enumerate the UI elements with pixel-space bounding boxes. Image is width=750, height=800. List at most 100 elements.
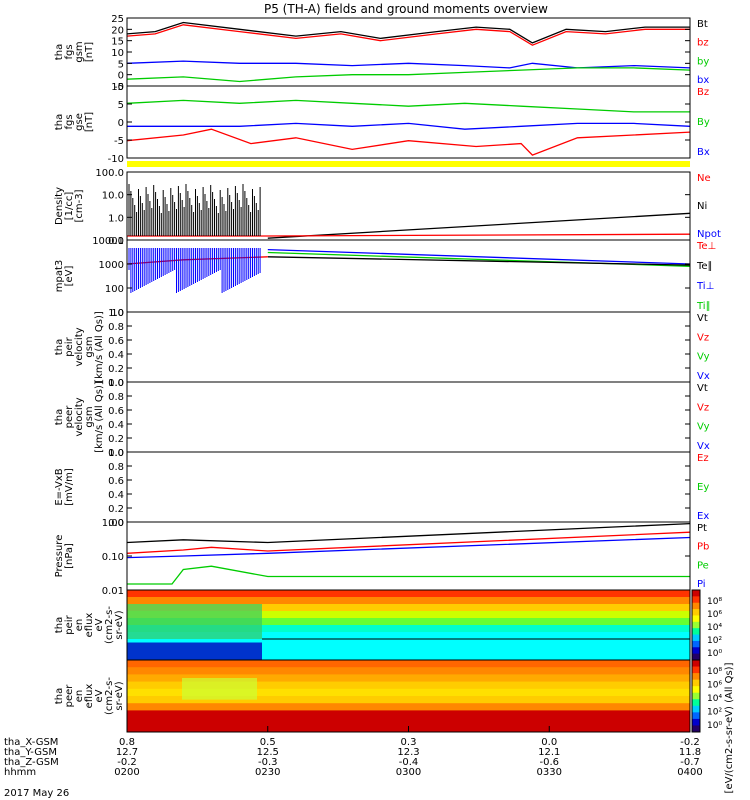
x-axis-row-label: tha_Z-GSM <box>4 757 59 768</box>
x-axis-value: 12.3 <box>397 747 419 758</box>
y-tick-label: 5 <box>118 59 124 70</box>
y-axis-label-line: (cm2-s- <box>104 677 115 715</box>
y-axis-label-line: eV <box>94 618 105 631</box>
colorbar-tick-label: 10⁶ <box>707 681 722 691</box>
y-axis-label-line: tha <box>54 339 65 355</box>
spectrogram-band <box>127 653 690 661</box>
y-axis-label-line: peir <box>64 336 75 356</box>
y-axis-label-line: [mV/m] <box>64 468 75 506</box>
colorbar-segment <box>692 712 700 720</box>
series-line <box>126 128 691 156</box>
panel-frame <box>126 451 691 523</box>
colorbar-tick-label: 10⁴ <box>707 623 722 633</box>
y-tick-label: -5 <box>114 136 124 147</box>
y-axis-label-line: tha <box>54 409 65 425</box>
x-axis-value: 0300 <box>396 767 421 778</box>
colorbar-segment <box>692 609 700 616</box>
colorbar-segment <box>692 705 700 713</box>
panel-fgs_gse: 10 5 0 -5 -10 Bz By Bx thafgsgse[nT] <box>54 82 710 165</box>
y-axis-label-line: [eV] <box>64 266 75 287</box>
series-line <box>126 99 690 113</box>
panel-frame <box>126 85 691 159</box>
panel-frame <box>126 239 691 313</box>
panel-frame <box>126 521 691 591</box>
panel-temperature: 10000 1000 100 10 Te⊥ Te∥ Ti⊥ Ti∥ mpat3[eV] <box>54 236 716 319</box>
y-axis-label-line: peir <box>64 614 75 634</box>
panel-efield: 1.0 0.8 0.6 0.4 0.2 0.0 Ez Ey Ex E=-VxB[mV/m] <box>54 448 709 529</box>
y-axis-label-line: tha <box>54 617 65 633</box>
y-axis-label-line: velocity <box>74 327 85 366</box>
colorbar-segment <box>692 692 700 700</box>
y-axis-label: thafgsgsm[nT] <box>54 41 95 62</box>
spectrogram-band <box>127 660 690 668</box>
x-axis: tha_X-GSM 0.8 0.5 0.3 0.0 -0.2 tha_Y-GSM 12.7 12… <box>4 726 703 778</box>
y-axis-label: thapeerenefluxeV(cm2-s-sr-eV) <box>54 677 125 715</box>
y-axis-label-line: [km/s (All Qs)] <box>94 311 105 383</box>
panel-peer_velocity: 1.0 0.8 0.6 0.4 0.2 0.0 Vt Vz Vy Vx thapeervelocit… <box>54 378 710 459</box>
y-axis-label-line: eflux <box>84 684 95 709</box>
series-line <box>127 122 691 130</box>
panels: 2520151050-5Btbzbybxthafgsgsm[nT]1050-5-… <box>4 14 722 778</box>
y-tick-label: 0.0 <box>108 378 124 389</box>
y-tick-label: 0.8 <box>108 322 124 333</box>
spectrogram-noise-region <box>127 604 262 639</box>
legend-label: Bt <box>697 19 708 30</box>
legend-label: Vz <box>697 332 709 343</box>
panel-frame <box>126 381 691 453</box>
y-axis-label: Pressure[nPa] <box>54 535 75 578</box>
y-axis-label: mpat3[eV] <box>54 260 75 293</box>
x-axis-value: 0330 <box>537 767 562 778</box>
legend-label: by <box>697 56 709 67</box>
legend-label: Te∥ <box>696 261 713 272</box>
y-axis-label-line: (cm2-s- <box>104 606 115 644</box>
spectrogram-band <box>127 696 690 704</box>
y-tick-label: 0.8 <box>108 462 124 473</box>
spectrogram-band <box>127 618 690 626</box>
colorbar-tick-label: 10⁸ <box>707 667 722 677</box>
spectrogram-band <box>127 611 690 619</box>
y-axis-label-line: peer <box>64 684 75 708</box>
y-tick-label: 0.2 <box>108 364 124 375</box>
spectrogram-band <box>127 639 690 647</box>
series-line <box>126 21 690 44</box>
y-axis-label-line: [nT] <box>84 42 95 62</box>
colorbar-segment <box>692 634 700 642</box>
colorbar-segment <box>692 699 700 707</box>
legend-label: Bz <box>697 87 709 98</box>
y-tick-label: 0.2 <box>108 434 124 445</box>
y-axis-label: Density[1/cc][cm-3] <box>54 187 85 225</box>
y-axis-label-line: gsm <box>74 41 85 62</box>
y-axis-label-line: fgs <box>64 44 75 59</box>
colorbar-segment <box>692 602 700 610</box>
x-axis-value: -0.3 <box>258 757 278 768</box>
y-axis-label-line: Pressure <box>54 535 65 578</box>
y-tick-label: 0.10 <box>102 552 124 563</box>
y-axis-label-line: E=-VxB <box>54 468 65 505</box>
x-axis-value: -0.2 <box>117 757 137 768</box>
y-tick-label: 0.1 <box>108 236 124 247</box>
legend-label: Ez <box>697 453 709 464</box>
x-axis-value: -0.4 <box>399 757 419 768</box>
colorbar-segment <box>692 621 700 629</box>
colorbar-segment <box>692 686 700 694</box>
y-axis-label-line: tha <box>54 688 65 704</box>
y-tick-label: 10 <box>111 82 124 93</box>
legend-label: Ne <box>697 173 711 184</box>
legend-label: Ti⊥ <box>696 281 714 292</box>
legend-label: Bx <box>697 147 710 158</box>
y-tick-label: 0.4 <box>108 490 124 501</box>
colorbar-segment <box>692 679 700 687</box>
quality-flag-bar <box>127 161 690 167</box>
y-axis-label: thapeirvelocitygsm[km/s (All Qs)] <box>54 311 105 383</box>
y-axis-label-line: [nPa] <box>64 543 75 569</box>
series-line <box>267 212 691 239</box>
y-tick-label: 5 <box>118 100 124 111</box>
y-tick-label: 0.2 <box>108 504 124 515</box>
panel-peer_spectrogram: 10⁸ 10⁶ 10⁴ 10² 10⁰ thapeerenefluxeV(cm2-s-sr… <box>54 659 722 733</box>
legend-label: Pi <box>697 579 706 590</box>
series-line <box>127 233 691 237</box>
date-label: 2017 May 26 <box>4 788 69 799</box>
x-axis-value: 0230 <box>255 767 280 778</box>
y-tick-label: 1.00 <box>102 518 124 529</box>
y-tick-label: 25 <box>111 14 124 25</box>
